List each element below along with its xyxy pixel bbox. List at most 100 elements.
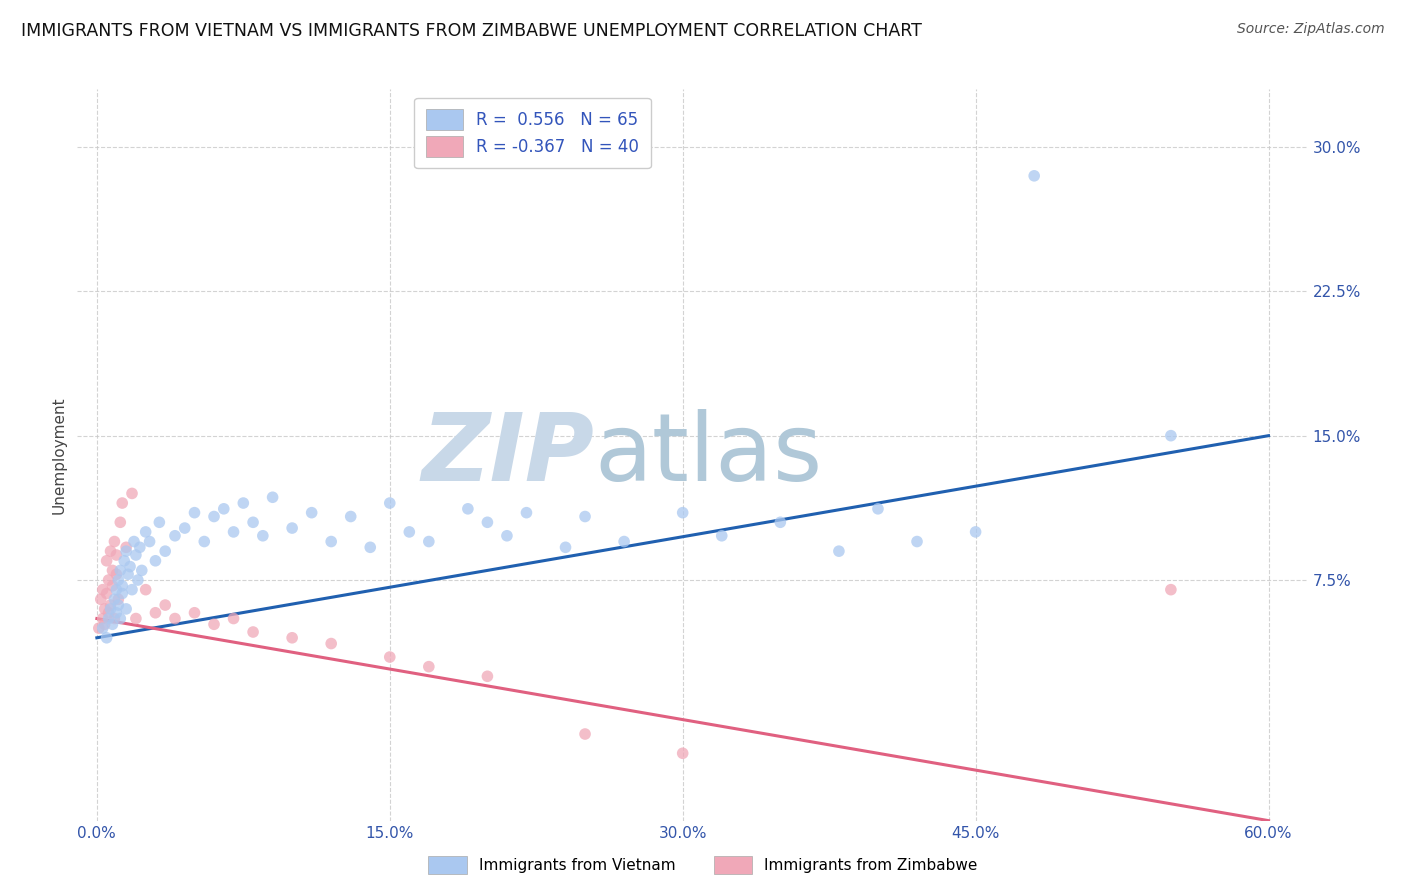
Point bbox=[866, 501, 889, 516]
Point bbox=[105, 606, 128, 620]
Point bbox=[97, 611, 120, 625]
Point bbox=[574, 727, 596, 741]
Point bbox=[100, 598, 122, 612]
Point bbox=[232, 496, 254, 510]
Point bbox=[107, 598, 129, 612]
Text: Source: ZipAtlas.com: Source: ZipAtlas.com bbox=[1237, 22, 1385, 37]
Point bbox=[183, 506, 205, 520]
Point bbox=[672, 506, 695, 520]
Point bbox=[121, 486, 143, 500]
Point bbox=[103, 534, 125, 549]
Point bbox=[173, 521, 195, 535]
Point bbox=[138, 534, 160, 549]
Point bbox=[262, 490, 284, 504]
Point bbox=[515, 506, 537, 520]
Point bbox=[672, 746, 695, 760]
Point bbox=[145, 606, 167, 620]
Point bbox=[1024, 169, 1046, 183]
Point bbox=[115, 602, 138, 616]
Point bbox=[321, 636, 343, 650]
Point bbox=[905, 534, 928, 549]
Point bbox=[97, 573, 120, 587]
Point bbox=[96, 554, 118, 568]
Point bbox=[398, 524, 420, 539]
Point bbox=[965, 524, 987, 539]
Point bbox=[321, 534, 343, 549]
Point bbox=[281, 631, 304, 645]
Point bbox=[222, 524, 245, 539]
Point bbox=[105, 567, 128, 582]
Point bbox=[103, 611, 125, 625]
Point bbox=[554, 541, 576, 555]
Text: atlas: atlas bbox=[595, 409, 823, 501]
Point bbox=[111, 586, 134, 600]
Point bbox=[110, 516, 132, 530]
Point bbox=[135, 524, 157, 539]
Point bbox=[202, 617, 225, 632]
Point bbox=[496, 529, 519, 543]
Point bbox=[457, 501, 479, 516]
Point bbox=[301, 506, 323, 520]
Point bbox=[125, 611, 148, 625]
Text: ZIP: ZIP bbox=[422, 409, 595, 501]
Point bbox=[128, 541, 150, 555]
Point bbox=[769, 516, 792, 530]
Text: IMMIGRANTS FROM VIETNAM VS IMMIGRANTS FROM ZIMBABWE UNEMPLOYMENT CORRELATION CHA: IMMIGRANTS FROM VIETNAM VS IMMIGRANTS FR… bbox=[21, 22, 922, 40]
Point bbox=[710, 529, 733, 543]
Point bbox=[115, 541, 138, 555]
Point bbox=[127, 573, 149, 587]
Point bbox=[112, 554, 135, 568]
Point bbox=[120, 559, 141, 574]
Point bbox=[90, 592, 112, 607]
Y-axis label: Unemployment: Unemployment bbox=[51, 396, 66, 514]
Point bbox=[242, 625, 264, 640]
Point bbox=[91, 611, 114, 625]
Point bbox=[613, 534, 636, 549]
Point bbox=[101, 579, 124, 593]
Point bbox=[103, 592, 125, 607]
Point bbox=[281, 521, 304, 535]
Point bbox=[202, 509, 225, 524]
Point bbox=[105, 582, 128, 597]
Point bbox=[93, 617, 115, 632]
Point bbox=[93, 602, 115, 616]
Point bbox=[242, 516, 264, 530]
Point bbox=[418, 534, 440, 549]
Point bbox=[91, 582, 114, 597]
Legend: Immigrants from Vietnam, Immigrants from Zimbabwe: Immigrants from Vietnam, Immigrants from… bbox=[422, 850, 984, 880]
Point bbox=[252, 529, 274, 543]
Point bbox=[339, 509, 361, 524]
Point bbox=[111, 496, 134, 510]
Point bbox=[121, 582, 143, 597]
Point bbox=[107, 592, 129, 607]
Point bbox=[1160, 428, 1182, 442]
Point bbox=[131, 563, 153, 577]
Point bbox=[122, 534, 145, 549]
Point bbox=[163, 529, 186, 543]
Point bbox=[115, 544, 138, 558]
Point bbox=[101, 563, 124, 577]
Point bbox=[378, 650, 401, 665]
Point bbox=[101, 617, 124, 632]
Point bbox=[105, 548, 128, 562]
Point bbox=[828, 544, 851, 558]
Point bbox=[222, 611, 245, 625]
Point bbox=[155, 544, 177, 558]
Point bbox=[183, 606, 205, 620]
Point bbox=[574, 509, 596, 524]
Point bbox=[107, 573, 129, 587]
Point bbox=[96, 631, 118, 645]
Point bbox=[212, 501, 235, 516]
Point bbox=[97, 606, 120, 620]
Point bbox=[477, 516, 499, 530]
Point bbox=[148, 516, 170, 530]
Point bbox=[125, 548, 148, 562]
Point bbox=[91, 621, 114, 635]
Point bbox=[110, 563, 132, 577]
Point bbox=[110, 611, 132, 625]
Point bbox=[378, 496, 401, 510]
Point bbox=[87, 621, 110, 635]
Point bbox=[117, 567, 139, 582]
Point bbox=[100, 544, 122, 558]
Point bbox=[359, 541, 381, 555]
